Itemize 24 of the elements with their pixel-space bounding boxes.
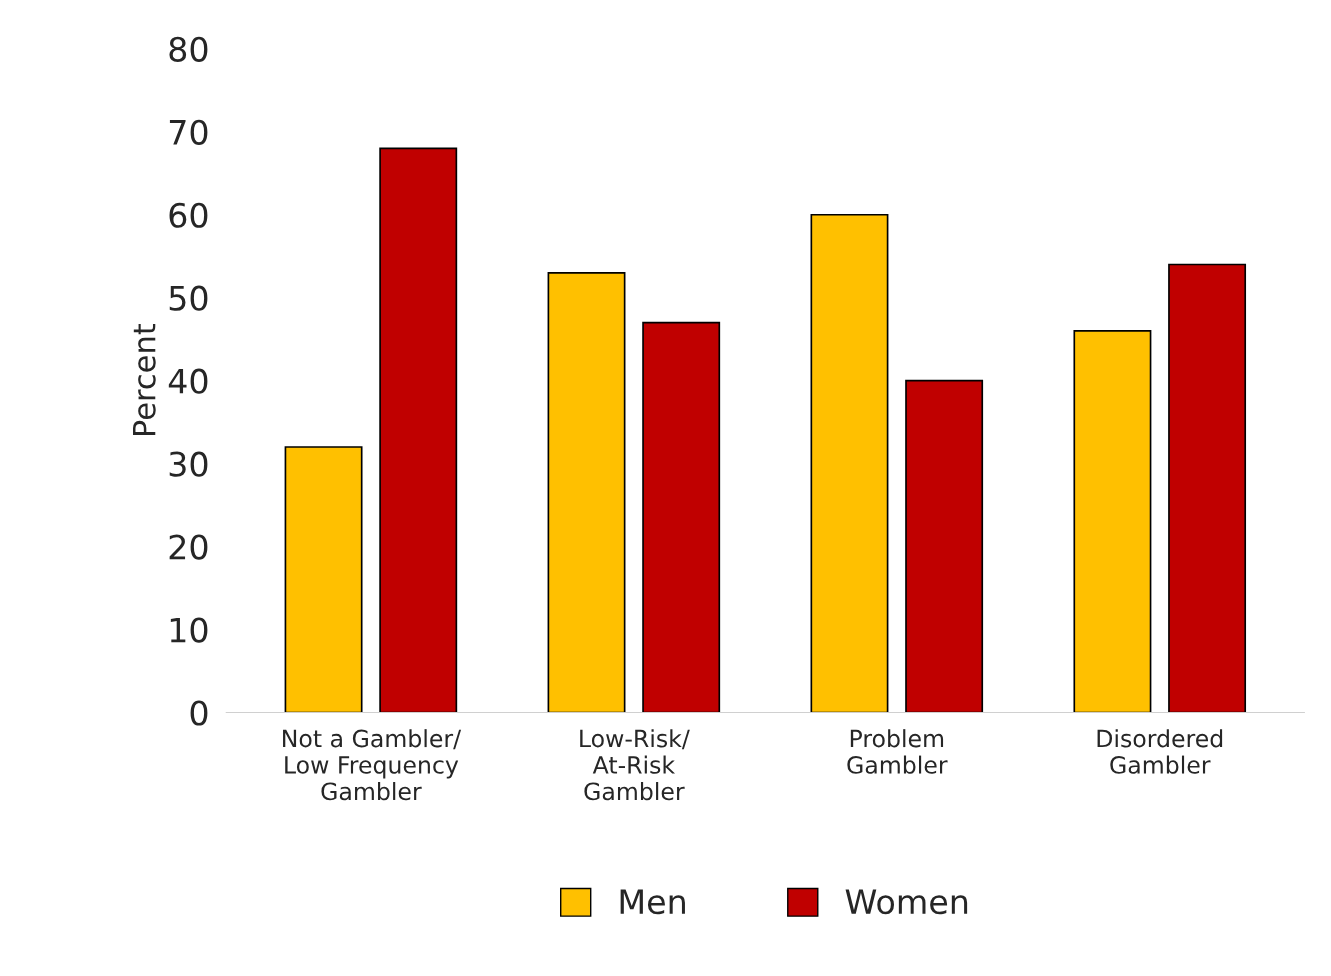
y-tick-label: 70: [169, 119, 208, 145]
x-tick-label: Not a Gambler/ Low Frequency Gambler: [283, 729, 462, 801]
bar: [284, 446, 363, 713]
bar: [905, 379, 984, 713]
bar: [642, 321, 721, 713]
y-tick-label: 40: [168, 368, 208, 394]
bar: [379, 147, 458, 713]
y-tick-label: 20: [169, 534, 208, 560]
bar: [1168, 263, 1247, 713]
x-tick-label: Disordered Gambler: [1097, 729, 1223, 774]
bar: [810, 213, 889, 713]
bar: [1073, 330, 1152, 713]
x-tick-label: Low-Risk/ At-Risk Gambler: [580, 729, 690, 801]
bar: [547, 271, 626, 713]
y-tick-label: 10: [170, 617, 208, 643]
y-tick-label: 0: [190, 700, 208, 726]
y-tick-label: 30: [169, 451, 208, 477]
legend-label: Women: [845, 889, 968, 915]
y-tick-label: 80: [169, 36, 208, 62]
y-tick-label: 60: [169, 202, 208, 228]
x-tick-label: Problem Gambler: [847, 729, 948, 774]
y-axis-title: Percent: [133, 323, 156, 436]
y-tick-label: 50: [169, 285, 208, 311]
legend-label: Men: [620, 889, 685, 915]
